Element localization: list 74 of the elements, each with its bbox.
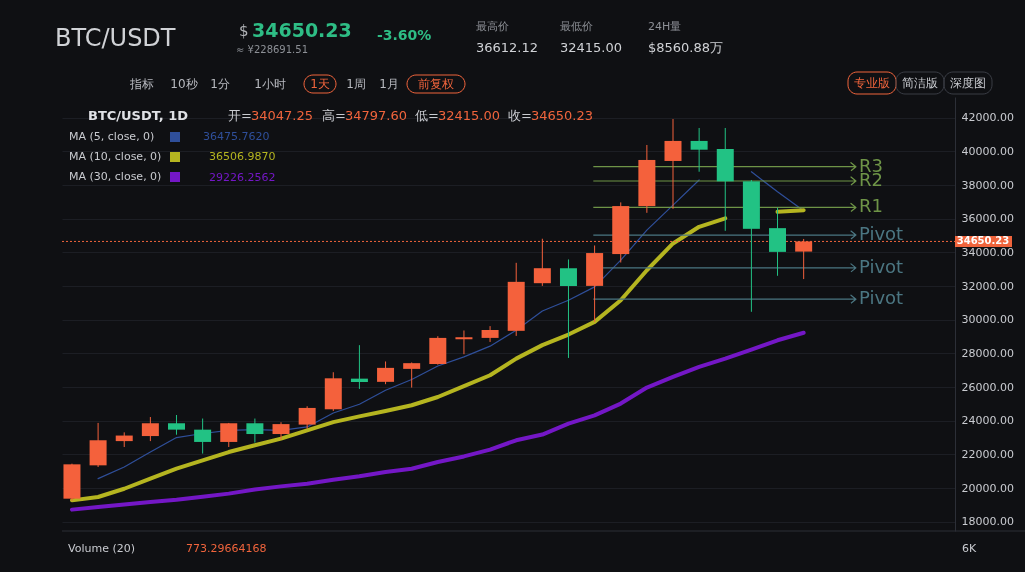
text: BTC/USDT [55,24,176,52]
ref-line-label: 34650.23 [956,235,1010,247]
annotation: 收= [508,108,532,123]
text: 最低价 [560,20,593,33]
candlestick [246,418,264,444]
text: 6K [962,542,977,555]
y-tick-label: 32000.00 [961,279,1014,293]
ref-line-label: Pivot [858,223,904,245]
y-tick-label: 30000.00 [961,313,1014,327]
annotation: 36475.7620 [203,130,270,143]
legend-label: MA (30, close, 0) [69,170,162,183]
y-tick-label: 40000.00 [961,144,1014,158]
annotation: 34650.23 [531,108,594,123]
text: $8560.88万 [648,40,724,55]
text: 专业版 [854,76,890,90]
text: 指标 [129,77,154,91]
annotation: 低= [415,108,439,123]
text: 773.29664168 [186,542,267,555]
text: 深度图 [950,76,986,90]
candlestick [769,207,787,277]
candlestick [220,422,238,448]
y-tick-label: 38000.00 [961,178,1014,192]
text: ≈ ¥228691.51 [236,44,308,55]
text: 34650.23 [252,19,352,41]
text: BTC/USDT, 1D [88,108,189,123]
candlestick [377,360,395,385]
y-tick-label: 22000.00 [961,447,1014,461]
candlestick [298,405,316,430]
text: 1周 [346,77,366,91]
candlestick [141,416,159,442]
y-tick-label: 26000.00 [961,380,1014,394]
text: 前复权 [418,77,454,91]
ref-line-label: Pivot [858,255,904,277]
candlestick [194,418,212,455]
text: 1天 [310,77,330,91]
line-series [69,330,806,512]
y-tick-label: 18000.00 [961,515,1014,529]
text: 最高价 [476,20,509,33]
candlestick [272,421,290,441]
y-tick-label: 28000.00 [961,346,1014,360]
annotation: 高= [322,108,346,123]
text: $ [239,22,249,40]
annotation: 34797.60 [345,108,408,123]
y-tick-label: 20000.00 [961,481,1014,495]
candlestick [455,330,473,355]
legend-label: MA (10, close, 0) [69,150,162,163]
annotation: 34047.25 [251,108,314,123]
text: 32415.00 [560,40,623,55]
text: 36612.12 [476,40,539,55]
y-tick-label: 24000.00 [961,414,1014,428]
legend-label: MA (5, close, 0) [69,130,155,143]
y-tick-label: 34000.00 [961,245,1014,259]
candlestick [664,118,682,210]
annotation: 开= [228,108,252,123]
candlestick [559,258,577,359]
ref-line-label: R1 [858,195,883,217]
text: 1分 [210,77,230,91]
text: 24H量 [648,20,682,33]
annotation: 36506.9870 [209,150,276,163]
candlestick [403,361,421,389]
candlestick [481,325,499,343]
text: Volume (20) [68,542,135,555]
candlestick [690,127,708,173]
y-tick-label: 42000.00 [961,111,1014,125]
ref-line-label: Pivot [858,287,904,309]
text: -3.60% [377,27,432,43]
text: 简洁版 [902,76,938,90]
y-tick-label: 36000.00 [961,212,1014,226]
text: 1小时 [254,77,286,91]
annotation: 29226.2562 [209,171,276,184]
annotation: 32415.00 [438,108,501,123]
text: 10秒 [170,77,198,91]
candlestick [167,414,185,436]
text: 1月 [379,77,399,91]
